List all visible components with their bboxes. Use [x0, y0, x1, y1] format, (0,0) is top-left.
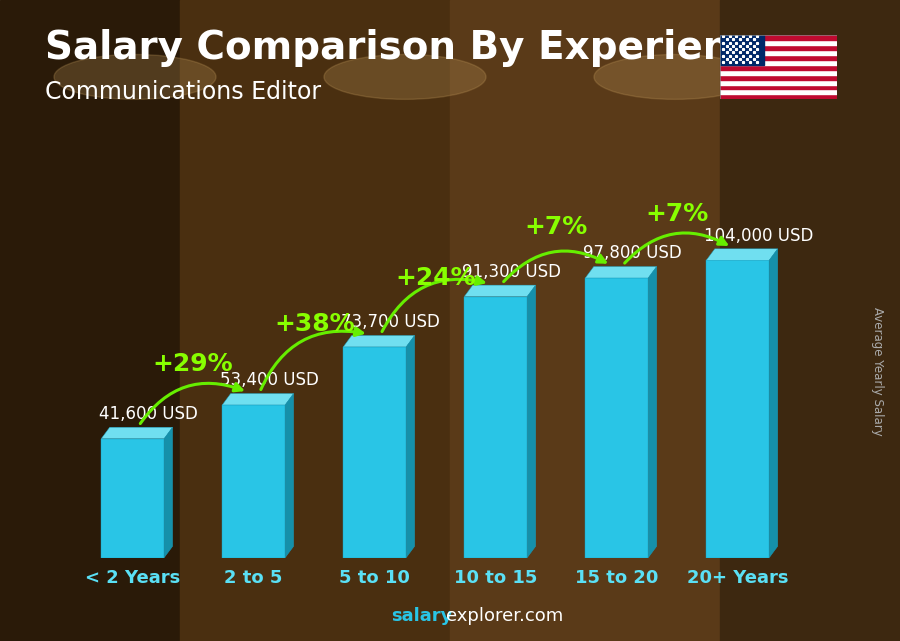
- Text: +38%: +38%: [274, 312, 355, 337]
- Polygon shape: [585, 267, 657, 278]
- Text: +24%: +24%: [395, 266, 475, 290]
- Bar: [720, 50, 837, 55]
- Bar: [720, 55, 837, 60]
- Polygon shape: [464, 285, 536, 297]
- Bar: [720, 94, 837, 99]
- Text: 41,600 USD: 41,600 USD: [99, 405, 198, 423]
- Ellipse shape: [54, 54, 216, 99]
- Bar: [720, 60, 837, 65]
- Text: explorer.com: explorer.com: [446, 607, 563, 625]
- Bar: [180, 0, 450, 641]
- Text: +7%: +7%: [645, 203, 709, 226]
- Text: +29%: +29%: [153, 352, 233, 376]
- Bar: [720, 40, 837, 45]
- Polygon shape: [706, 249, 778, 260]
- Text: salary: salary: [392, 607, 453, 625]
- Bar: [720, 79, 837, 85]
- Polygon shape: [343, 347, 406, 558]
- Text: 73,700 USD: 73,700 USD: [341, 313, 440, 331]
- Bar: [720, 75, 837, 79]
- Bar: [720, 35, 837, 40]
- Polygon shape: [222, 394, 293, 405]
- Bar: [450, 0, 720, 641]
- Bar: [720, 70, 837, 75]
- Ellipse shape: [594, 54, 756, 99]
- Polygon shape: [343, 335, 415, 347]
- Text: Average Yearly Salary: Average Yearly Salary: [871, 308, 884, 436]
- Text: Communications Editor: Communications Editor: [45, 80, 321, 104]
- Polygon shape: [285, 394, 293, 558]
- Polygon shape: [101, 438, 164, 558]
- Polygon shape: [101, 428, 173, 438]
- Polygon shape: [648, 267, 657, 558]
- Text: Salary Comparison By Experience: Salary Comparison By Experience: [45, 29, 779, 67]
- Bar: [0, 0, 180, 641]
- Polygon shape: [585, 278, 648, 558]
- Polygon shape: [706, 260, 770, 558]
- Polygon shape: [464, 297, 527, 558]
- Text: 53,400 USD: 53,400 USD: [220, 371, 319, 389]
- Polygon shape: [770, 249, 778, 558]
- Polygon shape: [164, 428, 173, 558]
- Bar: [720, 35, 764, 65]
- Bar: [720, 85, 837, 90]
- Text: 91,300 USD: 91,300 USD: [462, 263, 561, 281]
- Text: 97,800 USD: 97,800 USD: [583, 244, 681, 262]
- Bar: [720, 45, 837, 50]
- Bar: [720, 90, 837, 94]
- Ellipse shape: [324, 54, 486, 99]
- Text: +7%: +7%: [525, 215, 588, 239]
- Polygon shape: [406, 335, 415, 558]
- Bar: [720, 0, 900, 641]
- Bar: [720, 65, 837, 70]
- Polygon shape: [527, 285, 536, 558]
- Text: 104,000 USD: 104,000 USD: [704, 226, 814, 244]
- Polygon shape: [222, 405, 285, 558]
